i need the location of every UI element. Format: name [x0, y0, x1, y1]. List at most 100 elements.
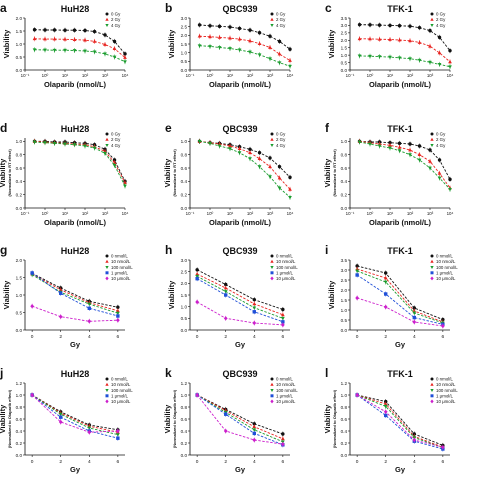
- x-tick-label: 10⁻¹: [346, 73, 355, 78]
- data-point: [228, 47, 232, 51]
- y-tick-label: 0.2: [16, 441, 23, 446]
- data-point: [428, 159, 432, 163]
- data-point: [277, 52, 282, 56]
- x-tick-label: 10¹: [387, 73, 394, 78]
- data-point: [228, 143, 232, 148]
- data-point: [355, 264, 359, 268]
- y-tick-label: 0.4: [16, 179, 23, 184]
- data-point: [277, 164, 282, 169]
- x-axis-label: Gy: [70, 465, 81, 474]
- x-tick-label: 0: [196, 459, 199, 465]
- data-point: [268, 45, 272, 49]
- data-point: [217, 35, 222, 39]
- y-tick-label: 3.5: [341, 258, 348, 263]
- legend-label: 0 nmol/L: [111, 377, 128, 382]
- data-point: [123, 52, 127, 56]
- chart-title: QBC939: [222, 369, 257, 379]
- chart-panel-c: c TFK-1 0.0 0.5 1.0 1.5 2.0 2.5 3.0 3.5 10⁻¹ 10⁰ 10¹…: [325, 1, 453, 89]
- panel-letter: d: [0, 121, 7, 135]
- data-point: [383, 304, 388, 310]
- data-point: [357, 54, 362, 58]
- x-tick-label: 10⁰: [42, 211, 49, 216]
- data-point: [52, 28, 57, 32]
- data-point: [448, 187, 452, 192]
- data-point: [116, 436, 120, 440]
- legend-marker: [430, 137, 434, 141]
- y-tick-label: 0.0: [181, 328, 188, 333]
- chart-title: HuH28: [61, 369, 90, 379]
- y-tick-label: 0.8: [181, 405, 188, 410]
- data-point: [417, 158, 422, 163]
- x-tick-label: 10²: [407, 73, 414, 78]
- data-point: [58, 419, 63, 425]
- legend-marker: [105, 144, 109, 147]
- y-tick-label: 2.0: [341, 288, 348, 293]
- y-tick-label: 0.5: [181, 59, 188, 64]
- data-point: [103, 42, 107, 46]
- y-tick-label: 0.6: [181, 166, 188, 171]
- data-point: [223, 316, 228, 321]
- x-tick-label: 2: [224, 459, 227, 465]
- data-point: [58, 287, 63, 292]
- legend-marker: [270, 254, 274, 258]
- panel-letter: l: [325, 366, 328, 380]
- x-tick-label: 10³: [267, 211, 274, 216]
- x-tick-label: 10³: [427, 73, 434, 78]
- legend-marker: [105, 266, 109, 269]
- data-point: [268, 156, 272, 160]
- data-point: [383, 280, 388, 285]
- series-line: [196, 394, 284, 446]
- data-point: [268, 164, 272, 169]
- data-point: [417, 25, 422, 30]
- y-tick-label: 2.0: [341, 38, 348, 43]
- y-axis-label: Viability: [163, 404, 172, 433]
- chart-panel-e: e QBC939 0.0 0.2 0.4 0.6 0.8 1.0 10⁻¹ 10⁰ 10¹ 10² 10…: [163, 121, 293, 227]
- data-point: [428, 148, 432, 152]
- legend-label: 2 Gy: [436, 17, 446, 22]
- x-tick-label: 0: [196, 334, 199, 340]
- y-tick-label: 1.5: [16, 29, 23, 34]
- y-axis-label: Viability: [2, 29, 11, 58]
- data-point: [248, 150, 252, 155]
- y-tick-label: 1.0: [16, 42, 23, 47]
- legend-label: 10 nmol/L: [276, 259, 296, 264]
- data-point: [428, 60, 432, 65]
- series-line: [199, 24, 291, 50]
- legend-label: 4 Gy: [436, 143, 446, 148]
- legend-label: 0 nmol/L: [276, 377, 293, 382]
- data-point: [30, 303, 35, 309]
- data-point: [440, 444, 445, 450]
- x-tick-label: 10⁻¹: [21, 211, 30, 216]
- series-line: [199, 140, 291, 178]
- x-tick-label: 2: [224, 334, 227, 340]
- y-tick-label: 0.5: [16, 310, 23, 315]
- legend-marker: [105, 377, 109, 381]
- x-axis-label: Olaparib (nmol/L): [369, 80, 432, 89]
- x-tick-label: 10⁴: [122, 73, 129, 78]
- x-tick-label: 10⁴: [122, 211, 129, 216]
- series-line: [31, 394, 119, 436]
- data-point: [252, 422, 256, 426]
- legend-label: 1 μmol/L: [111, 393, 128, 398]
- x-tick-label: 0: [356, 334, 359, 340]
- x-axis-label: Gy: [70, 340, 81, 349]
- x-tick-label: 10⁻¹: [186, 73, 195, 78]
- legend-label: 4 Gy: [111, 143, 121, 148]
- legend-marker: [430, 399, 434, 404]
- data-point: [377, 37, 382, 41]
- data-point: [288, 47, 292, 51]
- y-tick-label: 0.4: [341, 179, 348, 184]
- legend-marker: [105, 399, 109, 404]
- legend-marker: [430, 266, 434, 269]
- data-point: [384, 292, 388, 296]
- y-tick-label: 0.4: [341, 429, 348, 434]
- data-point: [448, 59, 452, 64]
- data-point: [412, 311, 417, 316]
- y-tick-label: 0.0: [181, 453, 188, 458]
- x-tick-label: 4: [413, 334, 416, 340]
- y-tick-label: 0.5: [341, 60, 348, 65]
- y-tick-label: 1.0: [341, 53, 348, 58]
- x-tick-label: 10²: [82, 73, 89, 78]
- legend-label: 100 nmol/L: [276, 388, 298, 393]
- chart-panel-h: h QBC939 0.0 0.5 1.0 1.5 2.0 2.5 3.0 0 2 4 6 Gy Viabil…: [165, 243, 298, 349]
